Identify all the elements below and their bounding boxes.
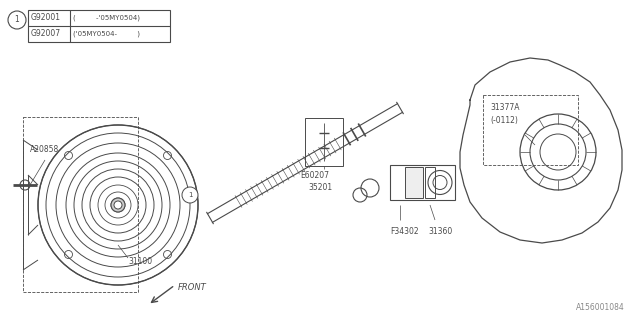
- Text: G92001: G92001: [31, 13, 61, 22]
- Circle shape: [114, 201, 122, 209]
- Text: 35201: 35201: [308, 183, 332, 193]
- Bar: [28, 10, 170, 42]
- Text: 1: 1: [15, 15, 19, 25]
- Text: FRONT: FRONT: [178, 284, 207, 292]
- Bar: [305, 118, 343, 166]
- Text: (-0112): (-0112): [490, 116, 518, 124]
- Bar: [390, 165, 455, 200]
- Text: F34302: F34302: [390, 228, 419, 236]
- Text: G92007: G92007: [31, 29, 61, 38]
- Text: E60207: E60207: [300, 172, 329, 180]
- Text: 1: 1: [188, 192, 192, 198]
- Text: ('05MY0504-         ): ('05MY0504- ): [73, 31, 140, 37]
- Text: (         -'05MY0504): ( -'05MY0504): [73, 15, 140, 21]
- Bar: [483, 95, 578, 165]
- Text: A156001084: A156001084: [576, 303, 625, 312]
- Bar: [405, 167, 423, 198]
- Text: A20858: A20858: [30, 146, 60, 155]
- Text: 31377A: 31377A: [490, 103, 520, 113]
- Text: 31100: 31100: [128, 258, 152, 267]
- Circle shape: [111, 198, 125, 212]
- Text: 31360: 31360: [428, 228, 452, 236]
- Bar: [23, 117, 138, 292]
- Bar: [425, 167, 435, 198]
- Circle shape: [8, 11, 26, 29]
- Circle shape: [182, 187, 198, 203]
